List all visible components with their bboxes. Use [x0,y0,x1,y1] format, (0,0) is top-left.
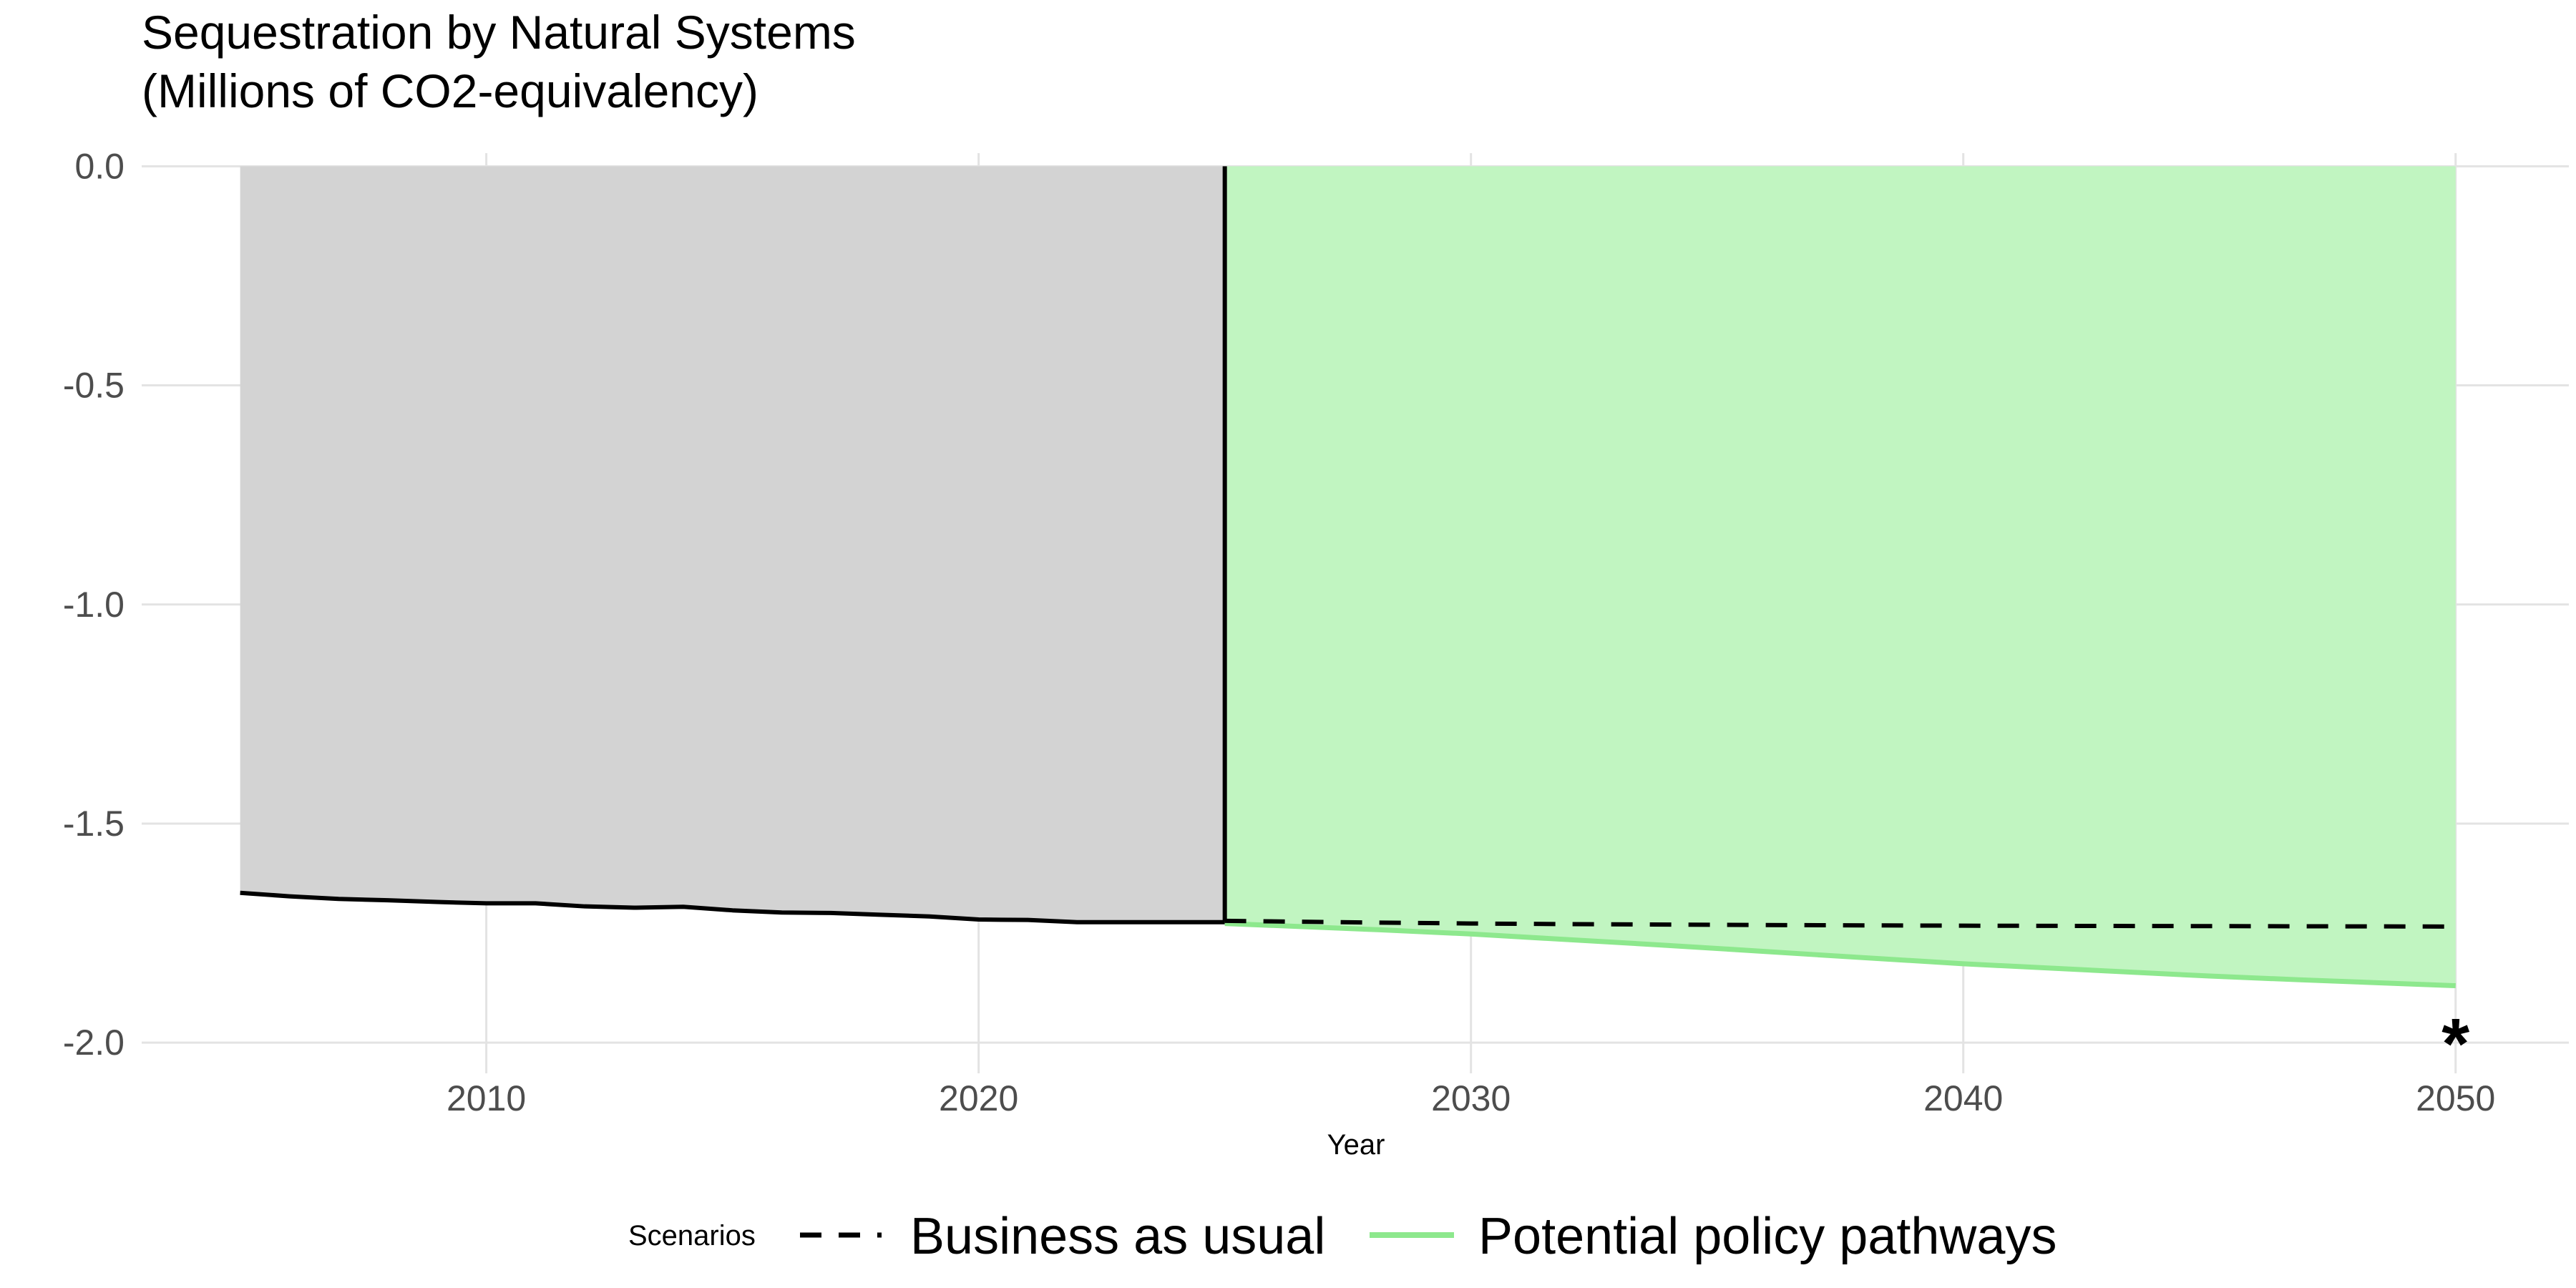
y-tick-label: -2.0 [63,1023,125,1063]
shaded-regions [240,166,2456,986]
y-tick-label: -0.5 [63,366,125,406]
axis-ticks: 0.0 -0.5 -1.0 -1.5 -2.0 2010 2020 2030 2040 2050 [63,146,2496,1118]
historical-line [240,890,1225,924]
legend-label-potential-policy-pathways: Potential policy pathways [1478,1208,2057,1265]
asterisk-annotation: * [2441,1004,2469,1084]
x-axis-label: Year [1327,1129,1385,1161]
x-tick-label: 2030 [1431,1078,1511,1118]
x-tick-label: 2010 [447,1078,526,1118]
legend: Scenarios Business as usual Potential po… [628,1208,2057,1265]
projection-shaded-region [1224,166,2456,986]
x-tick-label: 2040 [1923,1078,2003,1118]
chart-subtitle: (Millions of CO2-equivalency) [142,64,758,117]
legend-title: Scenarios [628,1220,756,1252]
plot-lines [240,166,2456,989]
historical-shaded-region [240,166,1225,922]
series-line-business-as-usual [1224,918,2456,929]
x-tick-label: 2050 [2416,1078,2495,1118]
y-tick-label: -1.5 [63,804,125,844]
legend-label-business-as-usual: Business as usual [910,1208,1325,1265]
chart-title: Sequestration by Natural Systems [142,6,856,59]
y-tick-label: 0.0 [74,146,125,186]
x-tick-label: 2020 [939,1078,1018,1118]
annotations: * [2441,1004,2469,1084]
y-tick-label: -1.0 [63,585,125,625]
series-line-potential-policy-pathways [1224,921,2456,989]
